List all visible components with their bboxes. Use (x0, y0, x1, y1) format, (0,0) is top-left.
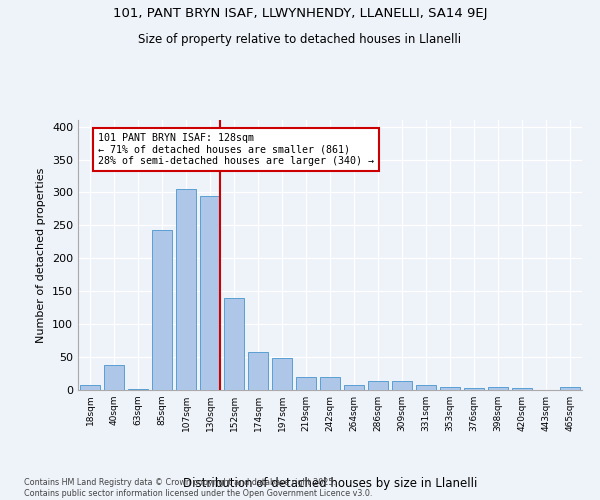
Bar (248, 352, 268, 390)
Bar (200, 196, 220, 390)
Bar (488, 386, 508, 390)
Bar (440, 386, 460, 390)
Bar (320, 377, 340, 390)
Text: Size of property relative to detached houses in Llanelli: Size of property relative to detached ho… (139, 32, 461, 46)
Y-axis label: Number of detached properties: Number of detached properties (37, 168, 46, 342)
Bar (272, 358, 292, 390)
Bar (104, 365, 124, 390)
Text: Contains HM Land Registry data © Crown copyright and database right 2025.
Contai: Contains HM Land Registry data © Crown c… (24, 478, 373, 498)
Bar (344, 384, 364, 390)
Bar (152, 230, 172, 390)
Bar (80, 384, 100, 390)
Bar (464, 388, 484, 390)
Text: Distribution of detached houses by size in Llanelli: Distribution of detached houses by size … (183, 477, 477, 490)
Bar (392, 382, 412, 390)
Bar (512, 388, 532, 390)
Text: 101, PANT BRYN ISAF, LLWYNHENDY, LLANELLI, SA14 9EJ: 101, PANT BRYN ISAF, LLWYNHENDY, LLANELL… (113, 8, 487, 20)
Bar (416, 384, 436, 390)
Bar (368, 382, 388, 390)
Bar (224, 298, 244, 390)
Bar (296, 377, 316, 390)
Bar (560, 386, 580, 390)
Bar (128, 388, 148, 390)
Text: 101 PANT BRYN ISAF: 128sqm
← 71% of detached houses are smaller (861)
28% of sem: 101 PANT BRYN ISAF: 128sqm ← 71% of deta… (98, 133, 374, 166)
Bar (176, 189, 196, 390)
